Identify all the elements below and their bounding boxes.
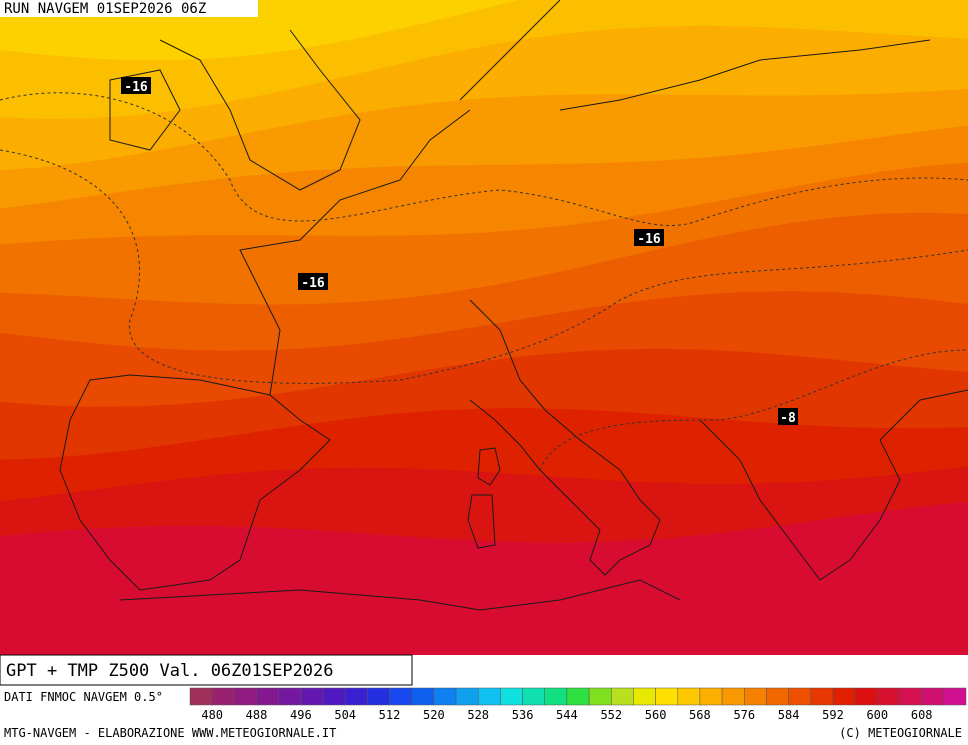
italy <box>469 299 661 576</box>
height-field <box>0 0 968 656</box>
contour-label: -16 <box>637 232 661 247</box>
colorbar-tick-label: 480 <box>201 708 223 722</box>
isotherm <box>0 92 968 227</box>
colorbar-swatch <box>189 687 213 706</box>
north-coast <box>459 0 931 111</box>
colorbar-swatch <box>500 687 523 706</box>
colorbar-swatch <box>322 687 346 706</box>
colorbar-swatch <box>344 687 368 706</box>
colorbar-swatch <box>810 687 834 706</box>
colorbar-tick-label: 552 <box>600 708 622 722</box>
colorbar-tick-label: 576 <box>733 708 755 722</box>
colorbar-swatch <box>433 687 457 706</box>
colorbar-swatch <box>455 687 479 706</box>
colorbar-swatch <box>300 687 324 706</box>
isotherm <box>539 349 968 471</box>
colorbar-tick-label: 592 <box>822 708 844 722</box>
colorbar-swatch <box>921 687 945 706</box>
colorbar-tick-label: 568 <box>689 708 711 722</box>
colorbar-swatch <box>677 687 701 706</box>
band <box>0 501 968 655</box>
colorbar-swatch <box>588 687 612 706</box>
colorbar-swatch <box>943 687 967 706</box>
colorbar-swatch <box>611 687 634 706</box>
colorbar-swatch <box>477 687 501 706</box>
colorbar-swatch <box>278 687 302 706</box>
contour-label-box <box>298 273 328 290</box>
colorbar-tick-label: 584 <box>778 708 800 722</box>
britain <box>159 29 361 191</box>
colorbar-swatch <box>389 687 412 706</box>
colorbar-swatch <box>721 687 745 706</box>
iberia <box>59 374 331 591</box>
colorbar-swatch <box>256 687 279 706</box>
source-label: DATI FNMOC NAVGEM 0.5° <box>4 690 163 704</box>
colorbar-swatch <box>655 687 679 706</box>
footer-left: MTG-NAVGEM - ELABORAZIONE WWW.METEOGIORN… <box>4 726 336 740</box>
colorbar-swatch <box>877 687 900 706</box>
colorbar-swatch <box>832 687 856 706</box>
run-label: RUN NAVGEM 01SEP2026 06Z <box>4 1 206 17</box>
colorbar-tick-label: 560 <box>645 708 667 722</box>
colorbar-swatch <box>899 687 922 706</box>
colorbar-swatch <box>522 687 546 706</box>
contour-label: -8 <box>780 411 796 426</box>
footer-right: (C) METEOGIORNALE <box>839 726 962 740</box>
isotherms <box>0 92 968 471</box>
islands <box>467 447 501 549</box>
chart-title: GPT + TMP Z500 Val. 06Z01SEP2026 <box>6 661 334 681</box>
colorbar-swatch <box>234 687 257 706</box>
colorbar-swatch <box>211 687 235 706</box>
contour-label: -16 <box>124 80 148 95</box>
colorbar: 480 488 496 504 512 520 528 536 544 552 560 568 576 5… <box>189 687 967 722</box>
colorbar-tick-label: 544 <box>556 708 578 722</box>
contour-label-box <box>121 77 151 94</box>
colorbar-tick-label: 504 <box>334 708 356 722</box>
colorbar-tick-label: 600 <box>866 708 888 722</box>
colorbar-tick-label: 512 <box>379 708 401 722</box>
africa-coast <box>119 579 681 611</box>
contour-labels: -16 -16 -16 -8 <box>121 77 798 426</box>
contour-label-box <box>634 229 664 246</box>
isotherm <box>0 149 968 384</box>
colorbar-tick-label: 488 <box>246 708 268 722</box>
colorbar-swatch <box>633 687 656 706</box>
colorbar-tick-label: 528 <box>467 708 489 722</box>
colorbar-tick-label: 496 <box>290 708 312 722</box>
colorbar-swatch <box>367 687 390 706</box>
colorbar-swatch <box>411 687 435 706</box>
contour-label-box <box>778 408 798 425</box>
colorbar-tick-label: 608 <box>911 708 933 722</box>
colorbar-tick-label: 520 <box>423 708 445 722</box>
colorbar-swatch <box>766 687 789 706</box>
ireland <box>109 69 181 151</box>
header-box <box>0 0 258 17</box>
colorbar-swatch <box>788 687 812 706</box>
colorbar-swatch <box>854 687 878 706</box>
title-box <box>0 654 413 686</box>
colorbar-swatch <box>744 687 767 706</box>
colorbar-swatch <box>566 687 590 706</box>
colorbar-swatch <box>544 687 568 706</box>
contour-label: -16 <box>301 276 325 291</box>
balkans <box>699 389 968 581</box>
colorbar-swatch <box>699 687 723 706</box>
colorbar-tick-label: 536 <box>512 708 534 722</box>
